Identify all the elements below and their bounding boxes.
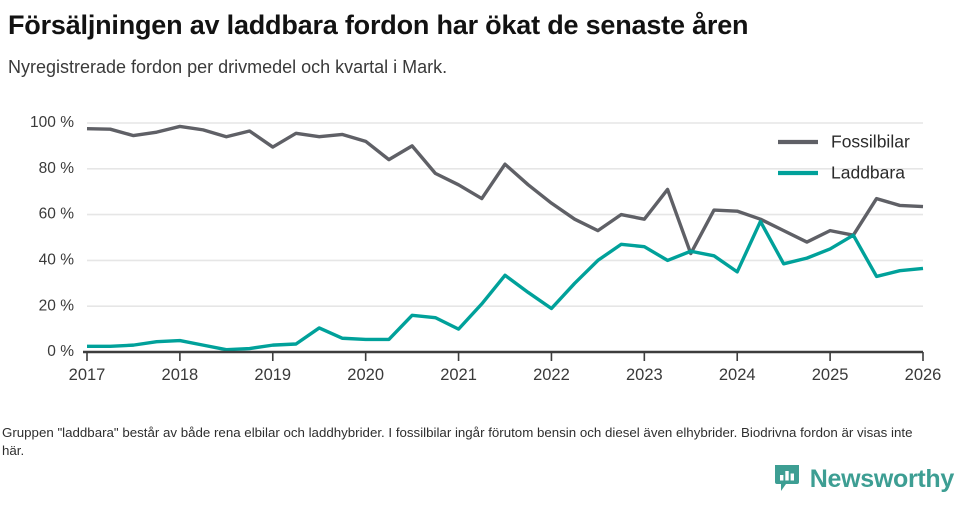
- x-axis-tick-label: 2019: [254, 366, 291, 384]
- x-axis-tick-label: 2017: [69, 366, 106, 384]
- series-line-laddbara: [87, 219, 924, 352]
- y-axis-tick-labels: 0 % 20 % 40 % 60 % 80 % 100 %: [30, 114, 74, 360]
- x-axis-tick-label: 2021: [440, 366, 477, 384]
- y-axis-tick-label: 40 %: [39, 251, 75, 268]
- legend-label-fossilbilar: Fossilbilar: [831, 132, 910, 152]
- newsworthy-logo: Newsworthy: [772, 462, 954, 497]
- y-axis-tick-label: 0 %: [47, 343, 74, 360]
- line-chart: 0 % 20 % 40 % 60 % 80 % 100 % 2017 2018 2019 202…: [0, 106, 960, 396]
- bar-chart-speech-bubble-icon: [772, 462, 802, 497]
- x-axis-tick-label: 2024: [719, 366, 756, 384]
- chart-footnote: Gruppen "laddbara" består av både rena e…: [2, 425, 913, 459]
- x-axis-tick-label: 2020: [347, 366, 384, 384]
- data-series: [86, 124, 924, 352]
- x-axis-tick-labels: 2017 2018 2019 2020 2021 2022 2023 2024 2025 2026: [69, 366, 942, 384]
- chart-svg: 0 % 20 % 40 % 60 % 80 % 100 % 2017 2018 2019 202…: [30, 114, 942, 384]
- y-axis-tick-label: 20 %: [39, 297, 75, 314]
- x-axis-tick-label: 2026: [905, 366, 942, 384]
- y-axis-tick-label: 80 %: [39, 160, 75, 177]
- chart-legend: Fossilbilar Laddbara: [778, 132, 910, 183]
- newsworthy-wordmark: Newsworthy: [809, 465, 955, 493]
- gridlines: [87, 122, 923, 307]
- series-line-fossilbilar: [86, 124, 924, 256]
- x-axis: [83, 350, 924, 361]
- x-axis-tick-label: 2023: [626, 366, 663, 384]
- x-axis-tick-label: 2025: [812, 366, 849, 384]
- page-title: Försäljningen av laddbara fordon har öka…: [8, 10, 749, 40]
- y-axis-tick-label: 100 %: [30, 114, 74, 131]
- x-axis-tick-label: 2022: [533, 366, 570, 384]
- page-subtitle: Nyregistrerade fordon per drivmedel och …: [8, 57, 448, 78]
- x-axis-tick-label: 2018: [162, 366, 199, 384]
- y-axis-tick-label: 60 %: [39, 206, 75, 223]
- legend-label-laddbara: Laddbara: [831, 163, 905, 183]
